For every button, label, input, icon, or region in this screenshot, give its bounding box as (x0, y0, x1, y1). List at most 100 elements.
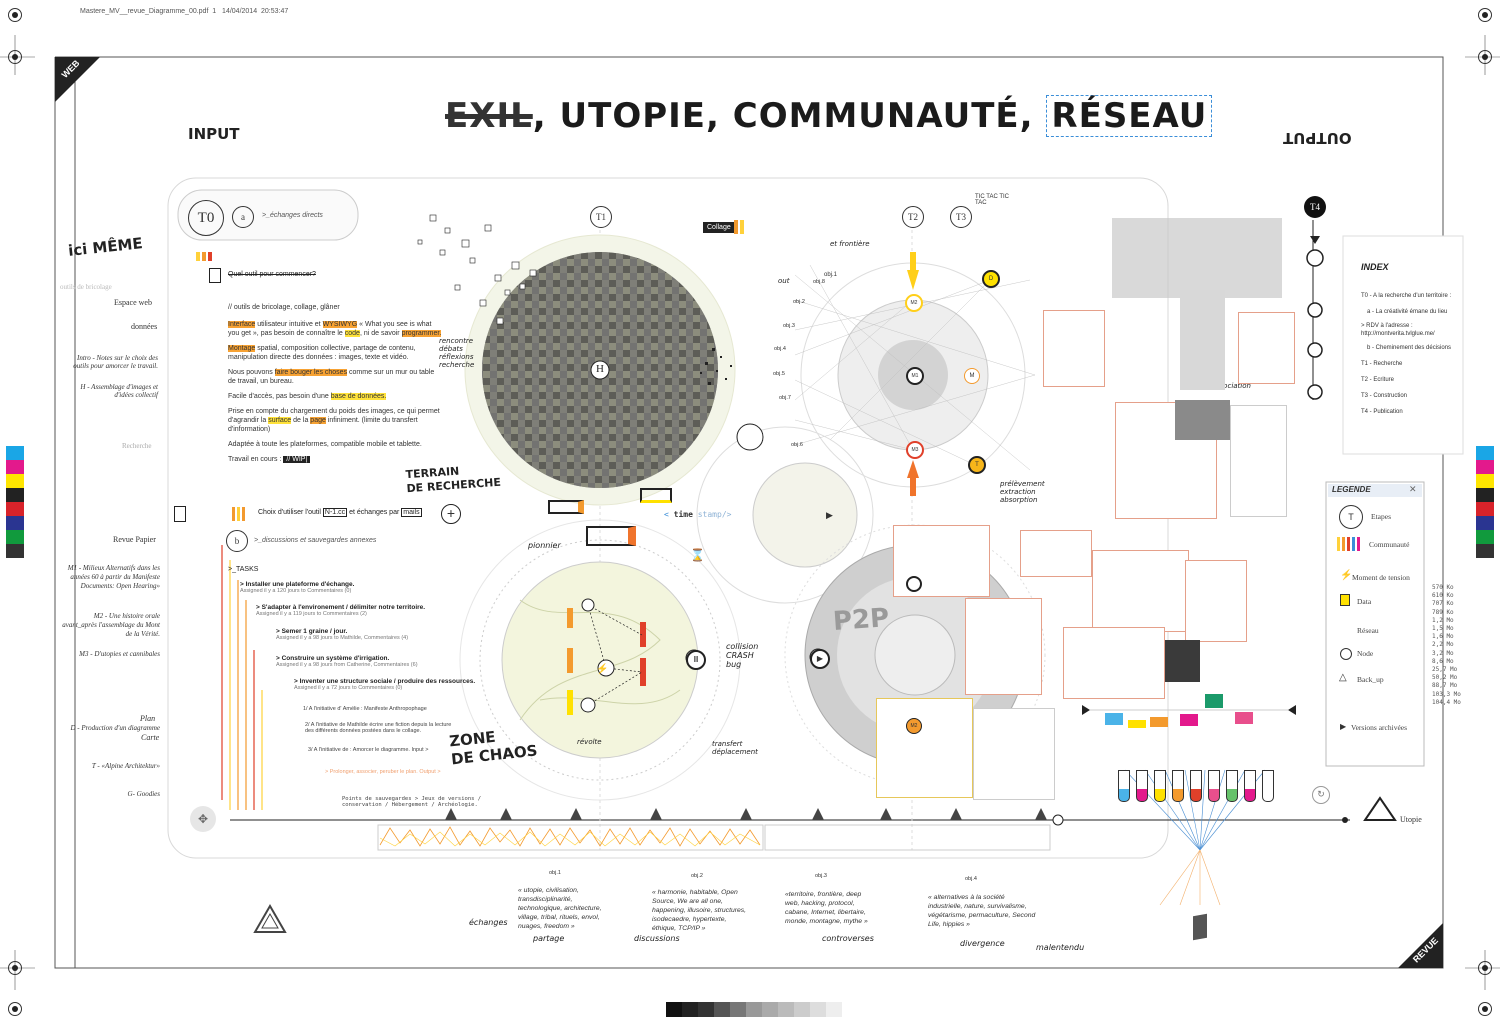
node-m[interactable]: M (964, 368, 980, 384)
obj-tick: obj.2 (691, 873, 703, 879)
wip-badge: // WIP| (283, 456, 311, 463)
archive-card[interactable] (1238, 312, 1295, 384)
index-title: INDEX (1361, 262, 1389, 272)
scatter-squares (417, 214, 537, 325)
archive-card[interactable] (1230, 405, 1287, 517)
intro-note: Intro - Notes sur le choix des outils po… (73, 354, 158, 370)
node-d[interactable]: D (982, 270, 1000, 288)
note-rencontre: rencontre débats réflexions recherche (439, 337, 475, 369)
note-negociation: négociation (1210, 382, 1251, 390)
document-icon (209, 268, 221, 283)
archive-card[interactable] (1063, 627, 1165, 699)
task-item[interactable]: > Installer une plateforme d'échange. Ass… (240, 581, 355, 594)
timeline-zigzag (379, 826, 761, 847)
left-column: outils de bricolage (60, 283, 112, 291)
refresh-icon[interactable]: ↻ (1312, 786, 1330, 804)
note-frontiere: et frontière (830, 240, 870, 248)
archive-card[interactable] (876, 698, 973, 798)
note-out: out (778, 277, 790, 285)
registration-mark (8, 961, 22, 975)
tension-bolt-icon: ⚡ (596, 664, 609, 675)
obj-tick: obj.4 (965, 876, 977, 882)
tag-echanges: échanges (469, 918, 508, 927)
version-block[interactable] (1105, 713, 1123, 725)
archive-card[interactable] (973, 708, 1055, 800)
quote-block: « alternatives à la société industrielle… (928, 894, 1036, 928)
object-label: obj.7 (779, 395, 791, 401)
node-icon (1340, 648, 1352, 660)
title-struck-word: EXIL (445, 96, 533, 136)
h-note: H - Assemblage d'images et d'idées colle… (80, 383, 158, 399)
object-label: obj.2 (793, 299, 805, 305)
right-branches (1124, 769, 1266, 851)
version-block[interactable] (1150, 717, 1168, 727)
note-collision: collision CRASH bug (726, 642, 759, 669)
scatter-dots (700, 348, 732, 385)
t2-marker[interactable]: T2 (902, 206, 924, 228)
version-block[interactable] (1128, 720, 1146, 728)
node-m3[interactable]: M3 (906, 441, 924, 459)
main-title: EXIL, UTOPIE, COMMUNAUTÉ, RÉSEAU (445, 95, 1213, 137)
t1-marker[interactable]: T1 (590, 206, 612, 228)
sub-task: 3/ A l'initiative de : Amorcer le diagra… (308, 747, 429, 753)
node-m1[interactable]: M1 (906, 367, 924, 385)
version-block[interactable] (1180, 714, 1198, 726)
title-boxed-word[interactable]: RÉSEAU (1046, 95, 1213, 137)
play-button[interactable]: ▶ (810, 649, 830, 669)
b-marker[interactable]: b (226, 530, 248, 552)
p2p-node[interactable] (906, 576, 922, 592)
data-icon (1340, 594, 1350, 606)
note-pionnier: pionnier (528, 541, 561, 550)
quote-block: «territoire, frontière, deep web, hackin… (785, 891, 868, 925)
task-item[interactable]: > S'adapter à l'environement / délimiter… (256, 604, 426, 617)
version-block[interactable] (1235, 712, 1253, 724)
version-block[interactable] (1205, 694, 1223, 708)
tag-partage: partage (533, 934, 565, 943)
input-label: INPUT (188, 125, 240, 143)
plan-label: Plan (140, 714, 156, 723)
registration-mark (1478, 1002, 1492, 1016)
note-prelevement: prélèvement extraction absorption (1000, 480, 1045, 504)
a-marker[interactable]: a (232, 206, 254, 228)
recherche-label: Recherche (122, 442, 152, 450)
node-t[interactable]: T (968, 456, 986, 474)
collage-tag[interactable]: Collage (703, 222, 735, 233)
versions-icon: ▶ (1340, 722, 1347, 731)
registration-mark (8, 8, 22, 22)
move-handle-icon[interactable]: ✥ (190, 806, 216, 832)
task-item[interactable]: > Semer 1 graine / jour. Assigned il y a … (276, 628, 409, 641)
archive-card[interactable] (1043, 310, 1105, 387)
output-label: OUTPUT (1283, 129, 1352, 147)
registration-mark (1478, 50, 1492, 64)
node-m2[interactable]: M2 (905, 294, 923, 312)
title-rest: , UTOPIE, COMMUNAUTÉ, (532, 96, 1047, 136)
legend-communaute: Communauté (1369, 540, 1410, 549)
legend-tension: Moment de tension (1352, 573, 1410, 582)
p2p-node-m2[interactable]: M2 (906, 718, 922, 734)
espace-web: Espace web (114, 298, 152, 307)
task-item[interactable]: > Construire un système d'irrigation. Ass… (276, 655, 418, 668)
donnees: données (131, 322, 158, 331)
hourglass-icon: ⌛ (690, 548, 705, 562)
t3-marker[interactable]: T3 (950, 206, 972, 228)
progress-box (586, 526, 636, 546)
legend-panel (1325, 481, 1425, 767)
archive-card[interactable] (1092, 550, 1189, 632)
add-icon[interactable]: + (441, 504, 461, 524)
legend-etapes: Etapes (1371, 512, 1391, 521)
echanges-directs: >_échanges directs (262, 212, 323, 219)
close-icon[interactable]: ✕ (1409, 484, 1417, 494)
legend-data: Data (1357, 597, 1372, 606)
archive-card[interactable] (1020, 530, 1092, 577)
file-icon (174, 506, 186, 522)
play-arrow-icon[interactable]: ▶ (826, 510, 833, 520)
t4-marker[interactable]: T4 (1304, 196, 1326, 218)
t-note: T - «Alpine Architektur» (91, 762, 160, 770)
t0-marker[interactable]: T0 (188, 200, 224, 236)
photo-collage (1112, 218, 1282, 298)
registration-mark (8, 1002, 22, 1016)
archive-card[interactable] (1185, 560, 1247, 642)
task-item[interactable]: > Inventer une structure sociale / produ… (294, 678, 476, 691)
archive-card[interactable] (965, 598, 1042, 695)
pause-button[interactable]: II (686, 650, 706, 670)
